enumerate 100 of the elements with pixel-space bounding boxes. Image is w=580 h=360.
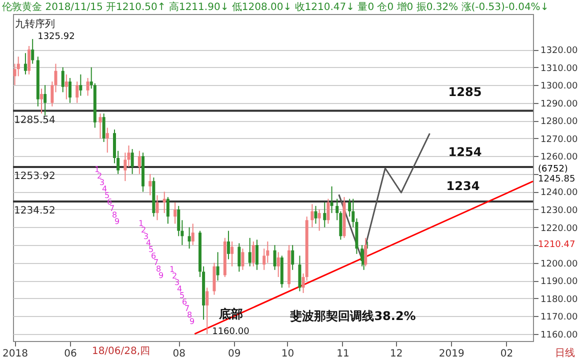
- candlestick: [364, 237, 368, 267]
- annotation: 9: [189, 317, 195, 326]
- candlestick: [230, 240, 234, 267]
- candlestick: [276, 252, 280, 278]
- candlestick: [64, 74, 68, 100]
- annotation: 8: [156, 264, 162, 274]
- annotation: 1254: [448, 145, 482, 159]
- candlestick: [28, 45, 31, 75]
- text: 日线: [555, 347, 575, 359]
- annotation: 九转序列: [15, 18, 55, 30]
- x-tick-label: 12: [390, 348, 403, 360]
- candlestick: [314, 205, 318, 224]
- annotation: 5: [104, 191, 110, 200]
- annotation: 4: [176, 284, 182, 294]
- y-tick-label: 1230.00: [540, 206, 578, 216]
- candlestick: [310, 204, 314, 228]
- candlestick: [330, 186, 334, 214]
- annotation: 1245.85: [538, 174, 576, 184]
- annotation: 7: [184, 304, 190, 313]
- ref-line-label: 1285.54: [14, 114, 56, 126]
- annotation: 3: [99, 178, 105, 187]
- annotation: 2: [172, 272, 178, 280]
- candlestick: [86, 77, 90, 96]
- candlestick: [61, 66, 64, 93]
- annotation: 9: [158, 271, 164, 280]
- annotation: 2: [96, 172, 102, 180]
- candlestick: [252, 240, 255, 267]
- annotation: 8: [112, 210, 118, 220]
- annotation: 1325.92: [38, 32, 75, 42]
- y-tick-label: 1320.00: [540, 46, 578, 56]
- text: 18/06/28,四: [92, 346, 150, 357]
- candlestick: [106, 127, 109, 154]
- candlestick: [156, 194, 159, 221]
- ref-line-label: 1253.92: [14, 170, 56, 182]
- annotation: 1: [169, 265, 175, 274]
- x-tick-label: 06: [64, 348, 77, 360]
- x-tick-label: 10: [281, 348, 294, 360]
- y-tick-label: 1310.00: [540, 64, 578, 74]
- y-tick-label: 1200.00: [540, 259, 578, 270]
- candlestick: [24, 52, 27, 75]
- candlestick: [206, 287, 209, 334]
- candlestick: [68, 77, 72, 104]
- candlestick: [98, 113, 102, 139]
- x-tick-label: 09: [228, 348, 241, 360]
- y-tick-label: 1290.00: [540, 99, 578, 110]
- annotation: 2: [140, 226, 146, 234]
- annotation: 9: [114, 217, 120, 226]
- annotation: 6: [150, 252, 156, 260]
- text: 1210.47: [538, 240, 576, 250]
- ref-line-label: 1234.52: [14, 205, 56, 216]
- candlestick: [298, 255, 302, 292]
- annotation: 8: [186, 310, 192, 320]
- annotation: 7: [109, 204, 115, 213]
- candlestick: [216, 252, 220, 282]
- y-tick-label: 1300.00: [540, 82, 578, 92]
- candlestick: [174, 202, 177, 224]
- candlestick: [360, 244, 364, 267]
- y-tick-label: 1220.00: [540, 224, 578, 234]
- candlestick: [162, 191, 166, 214]
- x-tick-label: 08: [172, 348, 186, 360]
- candlestick: [273, 244, 276, 270]
- candlestick: [166, 196, 170, 224]
- annotation: 4: [102, 184, 108, 194]
- annotation: 5: [179, 291, 185, 300]
- y-tick-label: 1240.00: [540, 188, 578, 198]
- candlestick: [138, 150, 141, 174]
- annotation: 1285: [448, 85, 482, 99]
- candlestick: [102, 113, 106, 142]
- candlestick: [226, 230, 230, 260]
- y-tick-label: 1260.00: [540, 152, 578, 163]
- annotation: 斐波那契回调线38.2%: [290, 309, 416, 323]
- candlestick: [79, 74, 82, 96]
- candlestick: [127, 145, 130, 168]
- candlestick: [238, 242, 241, 272]
- annotation: 6: [182, 298, 188, 306]
- text: (6752): [538, 164, 568, 174]
- x-tick-label: 2019: [438, 348, 464, 360]
- annotation: 1: [138, 219, 144, 228]
- y-tick-label: 1170.00: [540, 312, 578, 323]
- candlestick: [326, 198, 330, 224]
- annotation: 3: [143, 232, 149, 241]
- y-tick-label: 1160.00: [540, 330, 578, 340]
- candlestick: [40, 88, 43, 114]
- candlestick: [124, 152, 127, 182]
- chart-title: 伦敦黄金 2018/11/15 开1210.50↑ 高1211.90↓ 低1208.00↓ 收1210.47↓ 量0 仓0 增0 振0.32% 涨(-0.53)-0.04%↓: [2, 1, 549, 13]
- y-tick-label: 1270.00: [540, 134, 578, 145]
- annotation: 3: [174, 278, 180, 287]
- candlestick: [241, 248, 244, 270]
- candlestick: [130, 148, 134, 174]
- annotation: 7: [153, 258, 159, 267]
- annotation: 1160.00: [212, 326, 250, 337]
- candlestick: [148, 173, 152, 196]
- annotation: 5: [148, 245, 154, 254]
- candlestick: [191, 223, 194, 246]
- candlestick: [318, 208, 321, 232]
- y-tick-label: 1180.00: [540, 294, 578, 305]
- x-tick-label: 02: [500, 348, 514, 360]
- x-tick-label: 11: [336, 348, 350, 360]
- candlestick: [31, 38, 34, 64]
- candlestick: [255, 239, 258, 270]
